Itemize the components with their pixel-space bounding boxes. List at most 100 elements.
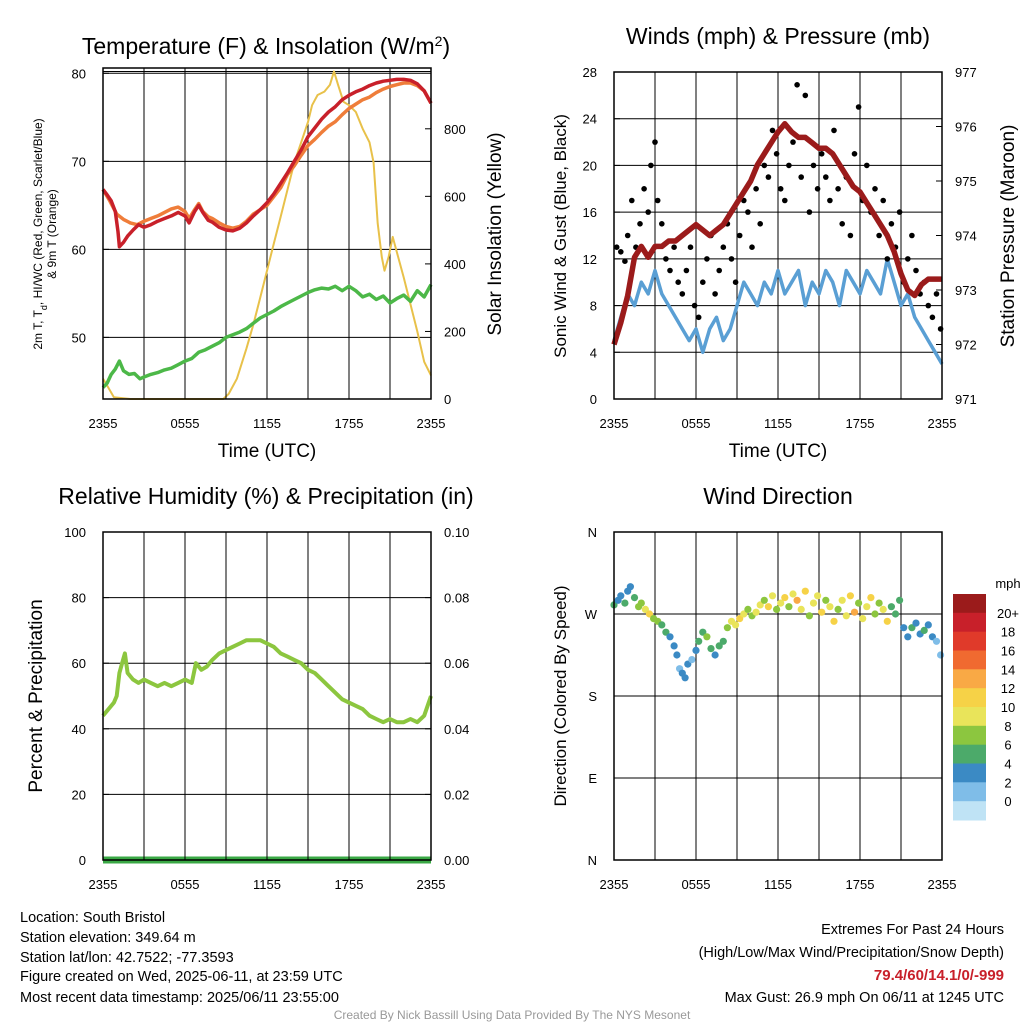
speed-legend: mph 20+ 18 16 14 12 10 8 6 4 2 0 — [953, 576, 1021, 821]
location-text: Location: South Bristol — [20, 910, 165, 926]
direction-wind-point — [630, 594, 639, 602]
direction-wind-point — [834, 605, 842, 614]
direction-legend-swatch — [953, 801, 986, 821]
direction-wind-point — [867, 594, 875, 602]
winds-gust-point — [925, 302, 932, 309]
winds-gust-point — [777, 186, 784, 192]
direction-wind-point — [826, 603, 834, 611]
direction-wind-point — [809, 599, 818, 607]
winds-gust-point — [757, 221, 763, 227]
humidity-xtick-label: 2355 — [89, 877, 118, 892]
winds-gust-point — [728, 256, 735, 262]
winds-gust-point — [679, 291, 686, 297]
direction-legend-label: 18 — [1001, 625, 1015, 640]
winds-gust-point — [794, 82, 800, 88]
direction-legend-label: 4 — [1004, 757, 1011, 772]
direction-wind-point — [641, 605, 650, 614]
direction-wind-point — [703, 633, 711, 641]
winds-gust-point — [765, 174, 772, 180]
winds-gust-point — [864, 162, 870, 169]
direction-wind-point — [875, 599, 883, 607]
humidity-ytick-label: 80 — [72, 591, 86, 606]
direction-legend-label: 0 — [1004, 794, 1011, 809]
direction-wind-point — [681, 674, 689, 682]
direction-grid — [614, 532, 942, 860]
winds-panel: Winds (mph) & Pressure (mb) 2355 0555 1155… — [551, 23, 1019, 462]
humidity-xtick-label: 2355 — [417, 877, 446, 892]
winds-gust-point — [613, 244, 620, 250]
direction-wind-point — [740, 610, 748, 618]
humidity-panel: Relative Humidity (%) & Precipitation (i… — [26, 483, 474, 892]
winds-gust-point — [880, 197, 886, 204]
direction-wind-point — [764, 603, 773, 611]
humidity-ticks: 2355 0555 1155 1755 23550204060801000.000.02… — [64, 525, 469, 892]
direction-wind-point — [920, 626, 928, 635]
direction-wind-point — [773, 605, 781, 614]
winds-gust-point — [827, 197, 833, 204]
winds-gust-point — [716, 267, 722, 274]
winds-gust-point — [913, 267, 919, 274]
winds-gust-point — [645, 209, 651, 215]
winds-right-tick-label: 976 — [955, 120, 977, 135]
winds-right-tick-label: 977 — [955, 65, 977, 80]
winds-gust-point — [637, 221, 643, 227]
winds-ytick-label: 12 — [583, 252, 597, 267]
winds-gust-point — [909, 232, 915, 239]
direction-wind-point — [879, 605, 887, 614]
winds-gust-point — [659, 221, 665, 227]
winds-gust-point — [700, 279, 706, 286]
winds-gust-point — [618, 249, 624, 255]
direction-legend-label: 12 — [1001, 681, 1015, 696]
humidity-right-tick-label: 0.10 — [444, 525, 469, 540]
winds-gust-point — [720, 244, 727, 250]
winds-gust-point — [745, 209, 751, 215]
winds-gust-point — [652, 139, 658, 145]
winds-ytick-label: 28 — [583, 65, 597, 80]
direction-wind-point — [662, 628, 670, 636]
direction-wind-point — [621, 599, 629, 607]
direction-wind-point — [699, 628, 707, 636]
winds-xlabel: Time (UTC) — [729, 441, 828, 462]
winds-right-tick-label: 972 — [955, 338, 977, 353]
direction-wind-point — [744, 605, 752, 614]
winds-gust-point — [847, 232, 854, 239]
temperature-ytick-label: 50 — [72, 330, 86, 345]
humidity-ytick-label: 20 — [72, 787, 86, 802]
winds-gust-point — [835, 186, 841, 192]
direction-wind-point — [715, 642, 723, 650]
direction-wind-point — [924, 621, 932, 629]
direction-wind-point — [896, 596, 904, 604]
temperature-ylabel-left-line2: & 9m T (Orange) — [45, 189, 59, 279]
winds-gust-point — [654, 197, 661, 204]
winds-gust-point — [782, 197, 788, 204]
direction-legend-label: 6 — [1004, 738, 1011, 753]
humidity-ytick-label: 40 — [72, 722, 86, 737]
direction-wind-point — [793, 596, 801, 604]
temperature-right-tick-label: 200 — [444, 324, 466, 339]
winds-gust-point — [687, 244, 694, 250]
direction-wind-point — [785, 603, 793, 611]
direction-legend-label: 8 — [1004, 719, 1011, 734]
recent-data-text: Most recent data timestamp: 2025/06/11 2… — [20, 990, 339, 1006]
winds-gust-point — [933, 291, 940, 297]
direction-ytick-label: N — [588, 525, 597, 540]
winds-xtick-label: 0555 — [682, 416, 711, 431]
temperature-series — [101, 70, 433, 400]
winds-gust-point — [761, 162, 768, 169]
direction-wind-point — [859, 615, 867, 623]
direction-legend-swatch — [953, 594, 986, 614]
direction-wind-point — [695, 637, 703, 645]
direction-wind-point — [666, 633, 674, 641]
winds-gust-point — [641, 186, 647, 192]
humidity-right-tick-label: 0.00 — [444, 853, 469, 868]
winds-gust-point — [691, 302, 698, 309]
winds-gust-point — [671, 244, 677, 250]
winds-gust-point — [872, 186, 878, 192]
direction-xtick-label: 1755 — [846, 877, 875, 892]
temperature-right-tick-label: 800 — [444, 122, 466, 137]
temperature-series-line-3 — [101, 283, 433, 389]
temperature-xtick-label: 2355 — [89, 416, 118, 431]
winds-gust-point — [736, 232, 743, 239]
direction-wind-point — [626, 583, 635, 591]
